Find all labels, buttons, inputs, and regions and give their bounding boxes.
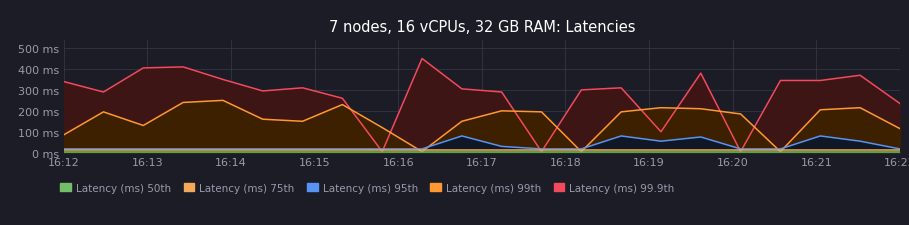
- Title: 7 nodes, 16 vCPUs, 32 GB RAM: Latencies: 7 nodes, 16 vCPUs, 32 GB RAM: Latencies: [328, 20, 635, 35]
- Legend: Latency (ms) 50th, Latency (ms) 75th, Latency (ms) 95th, Latency (ms) 99th, Late: Latency (ms) 50th, Latency (ms) 75th, La…: [61, 183, 674, 193]
